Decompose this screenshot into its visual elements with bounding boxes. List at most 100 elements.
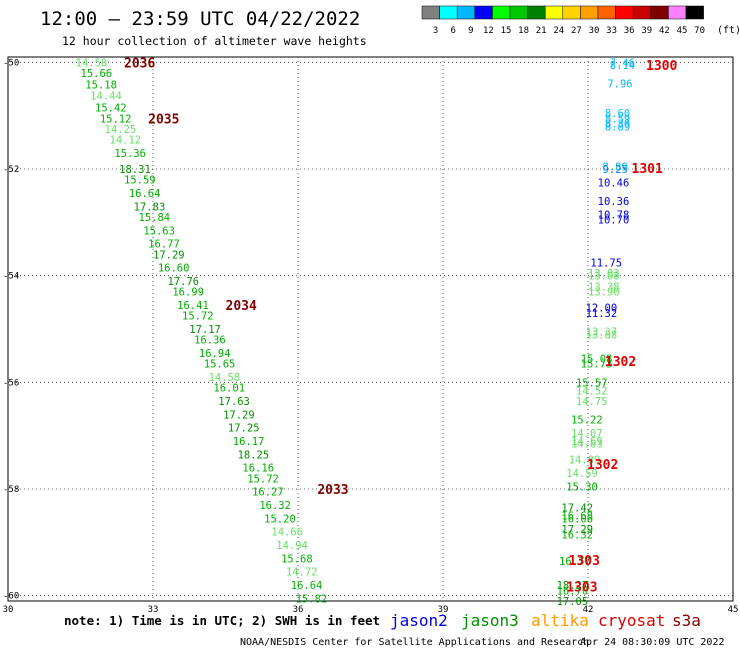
color-scale-label: 12	[483, 26, 494, 36]
track-number-label: 2036	[124, 56, 155, 71]
color-scale-label: 27	[571, 26, 582, 36]
y-tick-label: -52	[3, 165, 19, 175]
wave-height-value: 7.46	[610, 57, 635, 69]
wave-height-value: 8.89	[605, 121, 630, 133]
wave-height-value: 16.16	[242, 463, 274, 475]
wave-height-value: 17.42	[561, 503, 593, 515]
color-scale-swatch	[580, 5, 599, 20]
x-tick-label: 36	[293, 605, 304, 615]
wave-height-value: 17.25	[228, 423, 260, 435]
x-tick-label: 39	[438, 605, 449, 615]
wave-height-value: 14.52	[576, 385, 608, 397]
wave-height-value: 15.18	[85, 80, 117, 92]
wave-height-value: 15.59	[124, 175, 156, 187]
wave-height-value: 15.72	[182, 311, 214, 323]
wave-height-value: 13.37	[586, 327, 618, 339]
track-number-label: 1303	[569, 554, 600, 569]
wave-height-value: 14.75	[576, 396, 608, 408]
wave-height-value: 11.75	[590, 257, 622, 269]
wave-height-value: 18.25	[238, 449, 270, 461]
track-number-labels: 2036 2035 2034 2033 1300 1301 1302 1302 1303 1303	[124, 56, 677, 595]
footer-timestamp: Apr 24 08:30:09 UTC 2022	[580, 637, 725, 648]
wave-height-value: 10.36	[598, 196, 630, 208]
wave-height-value: 14.94	[276, 540, 308, 552]
color-scale-swatch	[668, 5, 687, 20]
wave-height-value: 15.08	[581, 353, 613, 365]
color-scale-label: 42	[659, 26, 670, 36]
satellite-legend-entry: altika	[531, 611, 589, 630]
color-scale-swatch	[509, 5, 528, 20]
wave-height-value: 13.88	[586, 329, 618, 341]
wave-height-value: 17.63	[218, 396, 250, 408]
wave-height-value: 14.59	[566, 468, 598, 480]
color-scale-swatch	[527, 5, 546, 20]
x-tick-label: 45	[728, 605, 739, 615]
footer-credit: NOAA/NESDIS Center for Satellite Applica…	[240, 637, 589, 648]
wave-height-value: 16.77	[148, 239, 180, 251]
wave-height-value: 8.39	[605, 119, 630, 131]
wave-height-value: 9.25	[603, 164, 628, 176]
color-scale-label: 18	[518, 26, 529, 36]
wave-height-value: 7.96	[607, 79, 632, 91]
satellite-legend-entry: jason3	[461, 611, 519, 630]
wave-height-value: 15.12	[100, 113, 132, 125]
wave-height-value: 13.08	[588, 271, 620, 283]
wave-height-value: 18.31	[119, 164, 151, 176]
wave-height-value: 16.27	[252, 487, 284, 499]
wave-height-value: 17.05	[557, 596, 589, 608]
wave-height-value: 16.36	[194, 335, 226, 347]
track-number-label: 1301	[632, 162, 663, 177]
color-scale-swatch	[685, 5, 704, 20]
wave-height-value: 14.58	[209, 372, 241, 384]
wave-height-value: 8.89	[603, 161, 628, 173]
footer-note: note: 1) Time is in UTC; 2) SWH is in fe…	[64, 613, 380, 628]
grid-lines	[8, 57, 733, 601]
wave-height-value: 16.94	[199, 348, 231, 360]
color-scale-label: 9	[468, 26, 473, 36]
satellite-legend: jason2 jason3 altika cryosat s3a	[390, 611, 701, 630]
wave-height-value: 14.44	[90, 90, 122, 102]
y-tick-label: -56	[3, 378, 19, 388]
wave-height-value: 15.66	[81, 68, 113, 80]
y-tick-label: -50	[3, 58, 19, 68]
wave-height-value: 8.59	[605, 113, 630, 125]
satellite-legend-entry: jason2	[390, 611, 448, 630]
satellite-legend-entry: cryosat	[598, 611, 665, 630]
wave-height-value: 16.17	[233, 436, 265, 448]
color-scale-swatch	[474, 5, 493, 20]
wave-height-value: 15.42	[95, 103, 127, 115]
color-scale-swatch	[597, 5, 616, 20]
wave-height-value: 16.64	[129, 188, 161, 200]
color-scale-swatch	[562, 5, 581, 20]
wave-height-value: 13.90	[588, 287, 620, 299]
axis-tick-labels: 30 33 36 39 42 45 -50 -52 -54 -56 -58 -60	[3, 58, 739, 615]
wave-height-value: 14.69	[571, 436, 603, 448]
wave-height-value: 17.83	[134, 201, 166, 213]
wave-height-value: 15.63	[143, 225, 175, 237]
wave-height-value: 14.72	[286, 567, 318, 579]
wave-height-value: 16.77	[559, 556, 591, 568]
wave-height-value: 16.99	[172, 287, 204, 299]
color-scale-swatch	[456, 5, 476, 20]
color-scale-swatch	[632, 5, 652, 20]
wave-height-value: 15.68	[281, 553, 313, 565]
wave-height-value: 10.70	[598, 215, 630, 227]
wave-height-value: 16.64	[291, 580, 323, 592]
wave-height-value: 14.25	[105, 124, 137, 136]
wave-height-value: 13.38	[588, 281, 620, 293]
wave-height-value: 14.58	[76, 57, 108, 69]
wave-height-value: 8.60	[605, 108, 630, 120]
wave-height-value: 17.29	[223, 409, 255, 421]
wave-height-value: 14.12	[110, 135, 142, 147]
wave-height-value: 16.68	[561, 511, 593, 523]
wave-height-value: 14.83	[571, 439, 603, 451]
wave-height-labels: 14.5815.6615.1814.4415.4215.1214.2514.12…	[76, 57, 635, 608]
color-scale-swatch	[421, 5, 440, 20]
wave-height-value: 15.72	[247, 473, 279, 485]
color-scale-swatch	[492, 5, 511, 20]
wave-height-value: 16.32	[259, 500, 291, 512]
wave-height-value: 16.60	[158, 263, 190, 275]
x-tick-label: 42	[583, 605, 594, 615]
wave-height-value: 16.01	[213, 383, 245, 395]
